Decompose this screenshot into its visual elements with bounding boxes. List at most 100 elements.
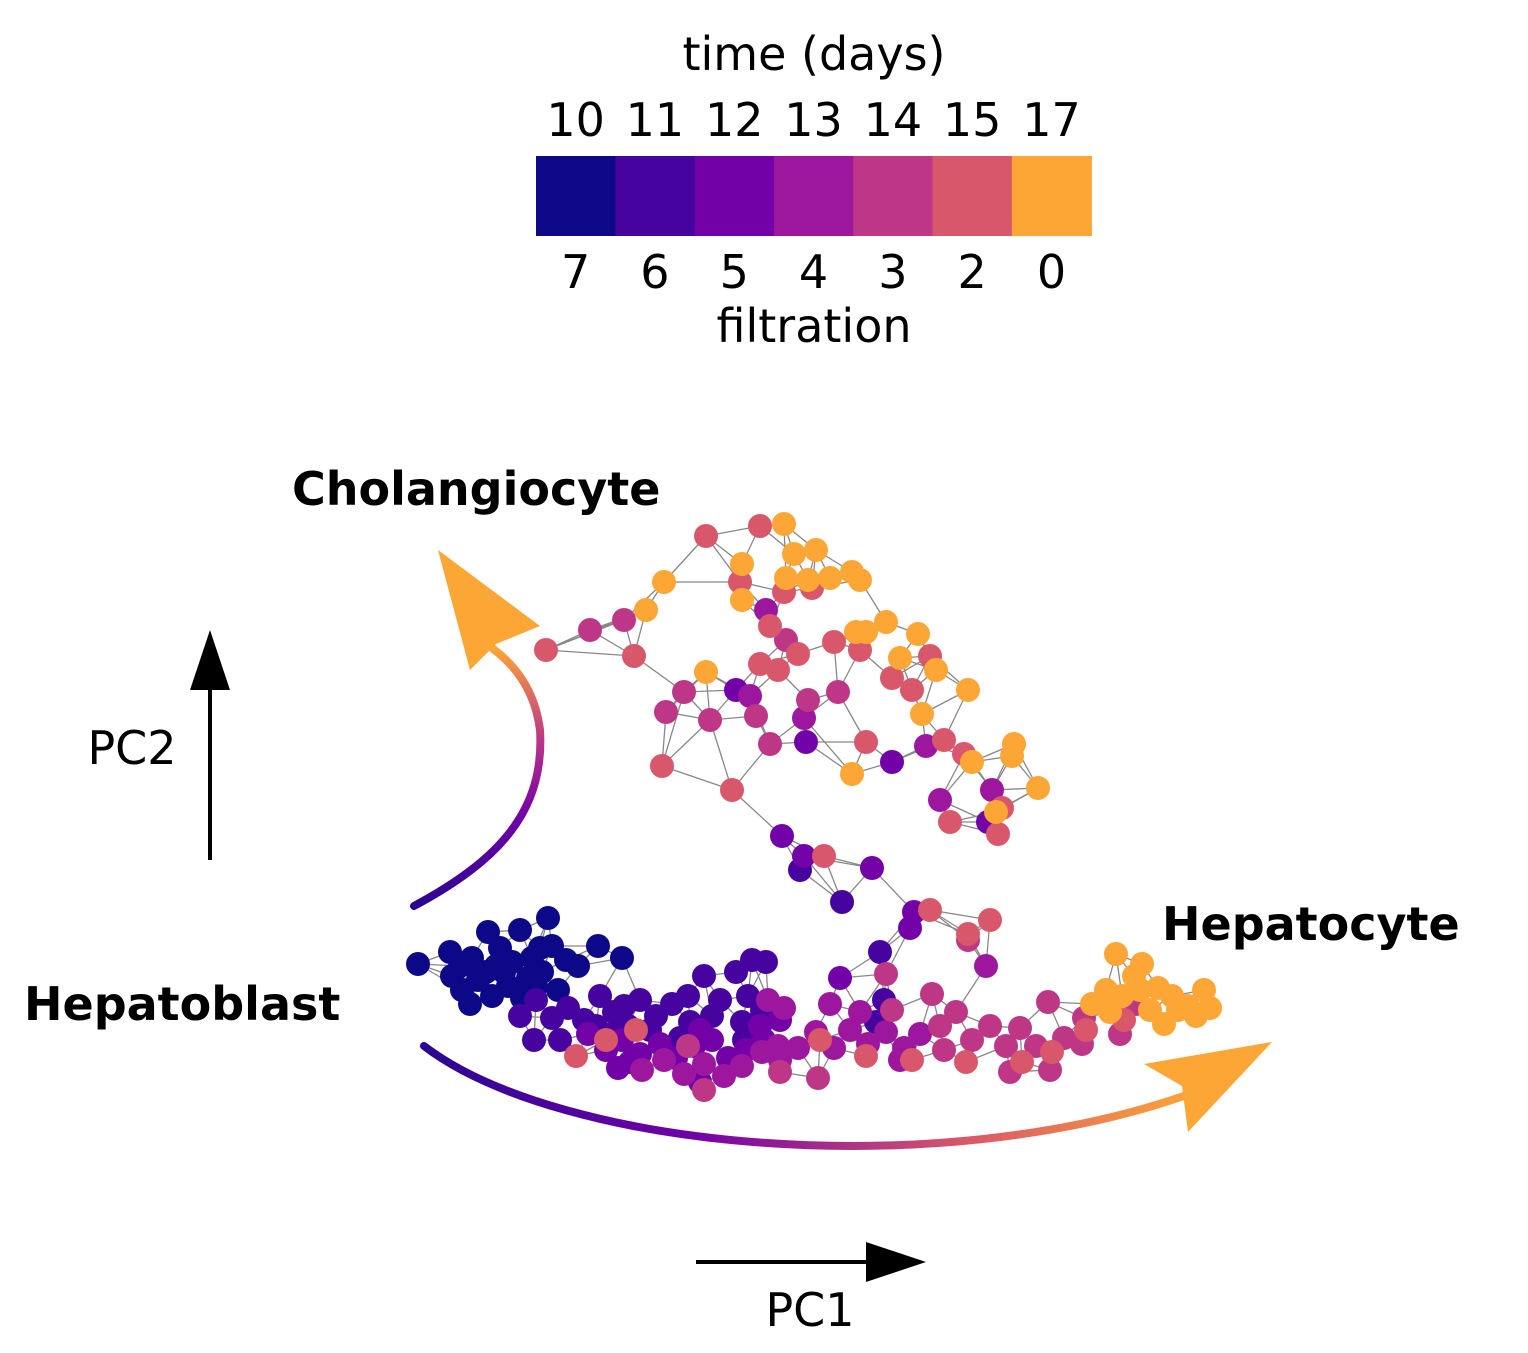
graph-edge [545, 649, 635, 657]
data-point [748, 1014, 772, 1038]
data-point [586, 934, 610, 958]
colorbar-swatch [773, 156, 854, 236]
data-point [1026, 776, 1050, 800]
data-point [980, 778, 1004, 802]
data-point [458, 992, 482, 1016]
data-point [730, 588, 754, 612]
data-point [578, 618, 602, 642]
data-point [1038, 1058, 1062, 1082]
data-point [854, 620, 878, 644]
data-point [874, 962, 898, 986]
data-point [564, 1044, 588, 1068]
data-point [908, 1022, 932, 1046]
data-point [694, 524, 718, 548]
data-point [818, 566, 842, 590]
trajectory-hepatocyte-curve [420, 1042, 1199, 1150]
data-point [770, 824, 794, 848]
data-point [650, 754, 674, 778]
pc2-arrowhead [190, 630, 230, 690]
data-point [854, 1044, 878, 1068]
colorbar-time-label: 15 [943, 93, 1002, 147]
trajectory-hepatocyte-arrowhead [1144, 1042, 1272, 1132]
data-point [534, 638, 558, 662]
data-point [828, 966, 852, 990]
data-point [818, 992, 842, 1016]
data-point [754, 950, 778, 974]
data-point [848, 1000, 872, 1024]
data-point [854, 730, 878, 754]
data-point [730, 1010, 754, 1034]
colorbar-time-label: 14 [864, 93, 923, 147]
data-point [880, 666, 904, 690]
data-point [728, 570, 752, 594]
data-point [766, 1034, 790, 1058]
colorbar-time-label: 12 [705, 93, 764, 147]
data-point [978, 908, 1002, 932]
data-point [924, 658, 948, 682]
data-point [928, 1014, 952, 1038]
colorbar-filtration-label: 3 [878, 245, 907, 299]
colorbar-swatch [694, 156, 775, 236]
trajectory-hepatocyte [420, 1042, 1272, 1150]
colorbar-filtration-label: 0 [1037, 245, 1066, 299]
data-point [792, 706, 816, 730]
data-point [654, 700, 678, 724]
data-point [492, 960, 516, 984]
data-point [874, 1020, 898, 1044]
data-point [960, 1028, 984, 1052]
data-point [860, 856, 884, 880]
colorbar-swatches [536, 156, 1092, 236]
label-cholangiocyte: Cholangiocyte [292, 462, 660, 516]
pc2-label: PC2 [87, 721, 176, 775]
data-point [808, 1028, 832, 1052]
data-point [838, 1018, 862, 1042]
data-point [918, 898, 942, 922]
data-point [612, 608, 636, 632]
data-point [1000, 744, 1024, 768]
data-point [692, 1078, 716, 1102]
graph-edge [661, 765, 733, 791]
colorbar-time-label: 11 [626, 93, 685, 147]
data-point [880, 750, 904, 774]
colorbar-filtration-title: filtration [716, 299, 911, 353]
scatter-points [406, 512, 1222, 1102]
data-point [1074, 1018, 1098, 1042]
data-point [932, 1038, 956, 1062]
data-point [920, 982, 944, 1006]
data-point [712, 1064, 736, 1088]
data-point [768, 1060, 792, 1084]
data-point [1010, 1050, 1034, 1074]
colorbar-filtration-label: 5 [720, 245, 749, 299]
graph-edge [803, 717, 853, 775]
data-point [786, 642, 810, 666]
data-point [730, 552, 754, 576]
data-point [566, 954, 590, 978]
data-point [730, 1054, 754, 1078]
data-point [440, 964, 464, 988]
colorbar-swatch [536, 156, 617, 236]
colorbar-swatch [615, 156, 696, 236]
data-point [840, 762, 864, 786]
data-point [524, 988, 548, 1012]
colorbar-filtration-label: 2 [957, 245, 986, 299]
data-point [960, 750, 984, 774]
data-point [898, 916, 922, 940]
data-point [1036, 990, 1060, 1014]
label-hepatocyte: Hepatocyte [1162, 897, 1460, 951]
data-point [848, 568, 872, 592]
data-point [406, 952, 430, 976]
data-point [984, 800, 1008, 824]
data-point [812, 844, 836, 868]
colorbar-time-labels: 10 11 12 13 14 15 17 [546, 93, 1080, 147]
data-point [806, 1066, 830, 1090]
data-point [748, 514, 772, 538]
data-point [880, 998, 904, 1022]
data-point [652, 1048, 676, 1072]
data-point [782, 542, 806, 566]
data-point [874, 610, 898, 634]
colorbar-title: time (days) [682, 27, 945, 81]
colorbar-swatch [853, 156, 934, 236]
data-point [672, 1062, 696, 1086]
data-point [774, 566, 798, 590]
